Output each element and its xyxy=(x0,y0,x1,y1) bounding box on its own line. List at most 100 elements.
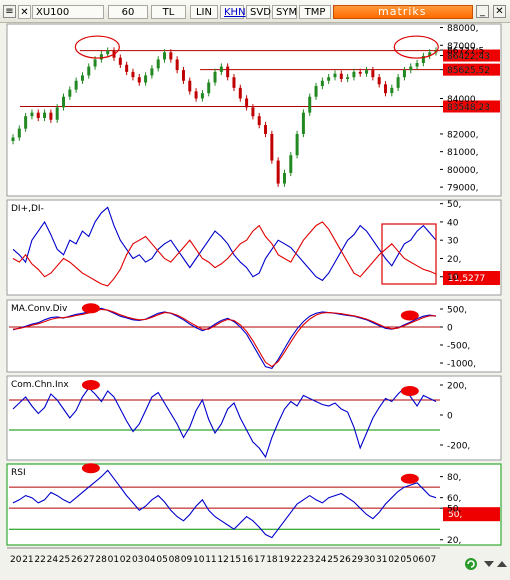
window-menu-icon[interactable]: ≡ xyxy=(3,5,16,18)
candle-body-17 xyxy=(118,57,122,65)
peak-marker-3-0 xyxy=(81,380,100,390)
candle-body-3 xyxy=(30,112,34,117)
candle-body-50 xyxy=(327,77,331,81)
ytick-label-0-3: 86422,43 xyxy=(447,52,490,62)
scroll-down-icon[interactable] xyxy=(481,556,497,572)
xtick-label-5: 26 xyxy=(71,555,83,565)
candle-body-46 xyxy=(301,112,305,134)
candle-body-4 xyxy=(36,112,40,118)
candle-body-23 xyxy=(156,59,160,69)
candle-body-65 xyxy=(421,55,425,64)
sym-button[interactable]: SYM xyxy=(272,5,297,19)
xtick-label-32: 05 xyxy=(400,555,411,565)
ytick-label-4-3: 20, xyxy=(447,536,461,546)
ytick-label-0-1: 87000, xyxy=(447,42,479,52)
candle-body-15 xyxy=(106,50,110,55)
price-label-text-1: 86422,43 xyxy=(447,52,490,62)
panel-title-2: MA.Conv.Div xyxy=(11,304,68,314)
series-line-3-0 xyxy=(12,387,437,459)
last-value-bg-1 xyxy=(443,270,500,285)
close-chart-button[interactable]: ✕ xyxy=(18,5,31,19)
panel-title-1: DI+,DI- xyxy=(11,204,44,214)
price-label-text-2: 85625,52 xyxy=(447,66,490,76)
candle-body-6 xyxy=(49,112,53,120)
candle-body-30 xyxy=(200,93,204,99)
series-line-2-1 xyxy=(12,308,436,368)
close-window-button[interactable]: ✕ xyxy=(493,5,506,18)
scroll-up-icon[interactable] xyxy=(495,556,510,572)
xtick-label-9: 02 xyxy=(120,555,131,565)
candle-body-48 xyxy=(314,86,318,97)
xtick-label-14: 09 xyxy=(181,555,193,565)
xtick-label-20: 17 xyxy=(254,555,265,565)
symbol-field[interactable]: XU100 xyxy=(32,5,104,19)
peak-marker-4-0 xyxy=(81,463,100,474)
candle-body-36 xyxy=(238,87,242,99)
xtick-label-12: 05 xyxy=(156,555,167,565)
panel-4-frame xyxy=(6,463,502,546)
xtick-label-29: 30 xyxy=(364,555,376,565)
price-label-bg-3 xyxy=(443,100,500,113)
ytick-label-2-1: 0 xyxy=(447,324,453,334)
candle-body-35 xyxy=(232,77,236,88)
candle-body-21 xyxy=(144,75,148,83)
candle-body-62 xyxy=(402,70,406,78)
candle-body-11 xyxy=(80,75,84,81)
candle-body-28 xyxy=(188,80,192,92)
candle-body-2 xyxy=(24,116,28,129)
candle-body-5 xyxy=(43,112,47,118)
xtick-label-1: 21 xyxy=(22,555,33,565)
ytick-label-3-0: 200, xyxy=(447,382,467,392)
period-field[interactable]: 60 xyxy=(108,5,148,19)
xtick-label-2: 22 xyxy=(34,555,45,565)
xtick-label-21: 18 xyxy=(266,555,278,565)
series-line-1-1 xyxy=(12,221,437,287)
candle-body-66 xyxy=(428,52,432,56)
ytick-label-0-6: 83548,23 xyxy=(447,103,490,113)
scale-button[interactable]: LIN xyxy=(190,5,218,19)
candle-body-51 xyxy=(333,73,337,78)
candle-body-34 xyxy=(226,66,230,78)
candle-body-31 xyxy=(207,82,211,94)
price-label-bg-2 xyxy=(443,63,500,76)
candle-body-22 xyxy=(150,68,154,76)
peak-marker-4-1 xyxy=(400,473,419,484)
candle-body-56 xyxy=(365,70,369,74)
ytick-label-0-4: 85625,52 xyxy=(447,66,490,76)
candle-body-39 xyxy=(257,116,261,126)
ytick-label-0-0: 88000, xyxy=(447,24,479,34)
xtick-label-0: 20 xyxy=(10,555,22,565)
peak-marker-2-1 xyxy=(400,310,419,321)
candle-body-26 xyxy=(175,59,179,71)
refresh-icon[interactable] xyxy=(463,556,479,572)
candle-body-52 xyxy=(339,73,343,79)
xtick-label-3: 24 xyxy=(47,555,59,565)
panel-title-4: RSI xyxy=(11,468,26,478)
candle-body-54 xyxy=(352,71,356,78)
candle-body-55 xyxy=(358,71,362,74)
xtick-label-4: 25 xyxy=(59,555,70,565)
candle-body-43 xyxy=(282,172,286,184)
candle-body-29 xyxy=(194,91,198,99)
minimize-button[interactable]: _ xyxy=(476,5,489,18)
candle-body-42 xyxy=(276,160,280,184)
khn-button[interactable]: KHN xyxy=(220,5,246,19)
candle-body-32 xyxy=(213,71,217,83)
xtick-label-6: 27 xyxy=(83,555,94,565)
ytick-label-2-0: 500, xyxy=(447,306,467,316)
ytick-label-0-8: 81000, xyxy=(447,148,479,158)
xtick-label-23: 22 xyxy=(291,555,302,565)
tmp-button[interactable]: TMP xyxy=(299,5,331,19)
xtick-label-8: 01 xyxy=(108,555,119,565)
ytick-label-1-2: 30 xyxy=(447,237,459,247)
svd-button[interactable]: SVD xyxy=(246,5,271,19)
panel-3-frame xyxy=(6,375,502,461)
candle-body-53 xyxy=(346,77,350,79)
currency-button[interactable]: TL xyxy=(151,5,186,19)
ytick-label-4-1: 60, xyxy=(447,494,461,504)
candle-body-59 xyxy=(383,84,387,94)
xtick-label-10: 03 xyxy=(132,555,143,565)
candle-body-47 xyxy=(308,96,312,113)
brand-bar xyxy=(333,5,473,19)
